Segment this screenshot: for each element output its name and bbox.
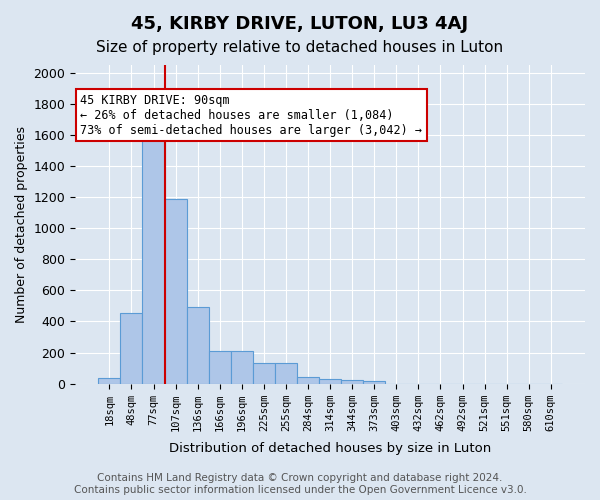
Bar — [363, 381, 385, 384]
Bar — [341, 380, 363, 384]
Bar — [98, 378, 121, 384]
Bar — [187, 308, 209, 384]
Text: Size of property relative to detached houses in Luton: Size of property relative to detached ho… — [97, 40, 503, 55]
Bar — [164, 198, 187, 384]
Text: 45, KIRBY DRIVE, LUTON, LU3 4AJ: 45, KIRBY DRIVE, LUTON, LU3 4AJ — [131, 15, 469, 33]
Text: 45 KIRBY DRIVE: 90sqm
← 26% of detached houses are smaller (1,084)
73% of semi-d: 45 KIRBY DRIVE: 90sqm ← 26% of detached … — [80, 94, 422, 136]
Text: Contains HM Land Registry data © Crown copyright and database right 2024.
Contai: Contains HM Land Registry data © Crown c… — [74, 474, 526, 495]
Bar — [142, 134, 164, 384]
Bar — [275, 364, 297, 384]
Bar — [297, 376, 319, 384]
Y-axis label: Number of detached properties: Number of detached properties — [15, 126, 28, 323]
Bar — [121, 313, 142, 384]
Bar — [231, 351, 253, 384]
X-axis label: Distribution of detached houses by size in Luton: Distribution of detached houses by size … — [169, 442, 491, 455]
Bar — [209, 351, 231, 384]
Bar — [319, 380, 341, 384]
Bar — [253, 364, 275, 384]
